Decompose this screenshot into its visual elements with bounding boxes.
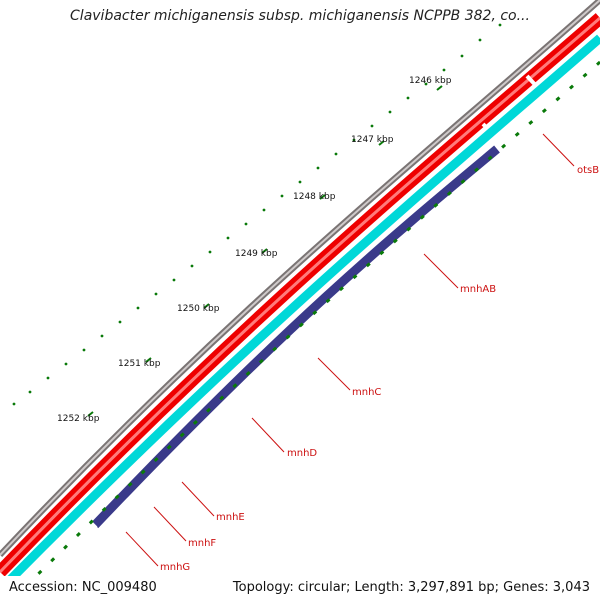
cds-reverse-track bbox=[0, 34, 600, 594]
tick-label-1249: 1249 kbp bbox=[235, 249, 278, 259]
tick-label-1252: 1252 kbp bbox=[57, 414, 100, 424]
gene-label-mnhF[interactable]: mnhF bbox=[188, 538, 216, 549]
kbp-tick-marks bbox=[87, 85, 443, 417]
gene-label-leaders bbox=[125, 133, 575, 567]
gene-label-mnhE[interactable]: mnhE bbox=[216, 512, 245, 523]
gene-label-mnhG[interactable]: mnhG bbox=[160, 562, 190, 573]
tick-label-1251: 1251 kbp bbox=[118, 359, 161, 369]
map-title: Clavibacter michiganensis subsp. michiga… bbox=[70, 8, 530, 24]
gene-label-otsB[interactable]: otsB bbox=[577, 165, 599, 176]
tick-label-1246: 1246 kbp bbox=[409, 76, 452, 86]
tick-label-1248: 1248 kbp bbox=[293, 192, 336, 202]
footer-bar: Accession: NC_009480 Topology: circular;… bbox=[0, 576, 600, 600]
tick-label-1247: 1247 kbp bbox=[351, 135, 394, 145]
tick-label-1250: 1250 kbp bbox=[177, 304, 220, 314]
reverse-gene-gaps bbox=[86, 136, 506, 530]
gene-label-mnhD[interactable]: mnhD bbox=[287, 448, 317, 459]
genome-summary-text: Topology: circular; Length: 3,297,891 bp… bbox=[232, 580, 590, 595]
gene-label-mnhAB[interactable]: mnhAB bbox=[460, 284, 496, 295]
cds-forward-track bbox=[0, 13, 600, 577]
gene-label-mnhC[interactable]: mnhC bbox=[352, 387, 381, 398]
dark-feature-track bbox=[91, 145, 500, 529]
accession-text: Accession: NC_009480 bbox=[9, 580, 157, 595]
dotted-tick-track bbox=[12, 23, 502, 406]
